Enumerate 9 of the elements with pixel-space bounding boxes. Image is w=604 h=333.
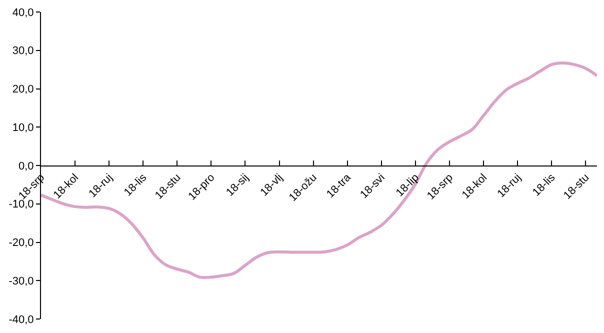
y-tick-label: 40,0 bbox=[12, 6, 34, 19]
y-tick-label: 30,0 bbox=[12, 45, 34, 58]
y-tick-label: 0,0 bbox=[18, 160, 34, 172]
y-tick-label: -10,0 bbox=[8, 198, 34, 211]
y-tick-label: -30,0 bbox=[8, 275, 34, 288]
y-tick-label: -20,0 bbox=[8, 237, 34, 250]
y-tick-label: 20,0 bbox=[12, 84, 34, 96]
y-tick-label: -40,0 bbox=[8, 314, 34, 326]
y-tick-label: 10,0 bbox=[12, 122, 34, 134]
